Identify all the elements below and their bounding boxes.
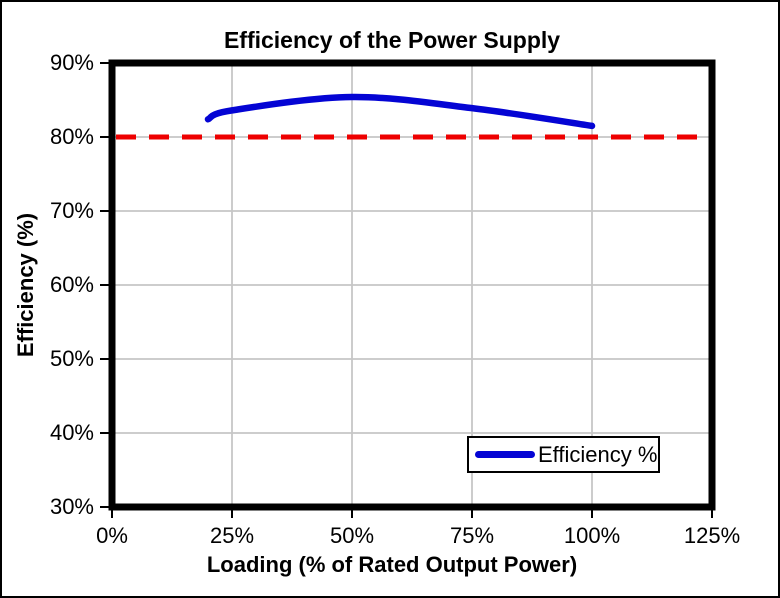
y-axis-tick-label: 70% xyxy=(49,198,94,223)
y-axis-tick-label: 60% xyxy=(49,272,94,297)
y-axis-tick-label: 90% xyxy=(49,50,94,75)
legend: Efficiency % xyxy=(467,436,660,473)
legend-line-swatch xyxy=(475,451,535,458)
efficiency-curve xyxy=(204,93,596,130)
x-axis-tick-label: 75% xyxy=(449,523,495,548)
y-axis-tick-label: 80% xyxy=(49,124,94,149)
legend-label: Efficiency % xyxy=(538,441,658,467)
y-axis-tick-label: 40% xyxy=(49,420,94,445)
y-axis-tick-label: 30% xyxy=(49,494,94,519)
x-axis-tick-label: 50% xyxy=(329,523,375,548)
x-axis-tick-label: 0% xyxy=(96,523,128,548)
chart-title: Efficiency of the Power Supply xyxy=(223,27,561,53)
x-axis-tick-label: 125% xyxy=(683,523,741,548)
x-axis-title: Loading (% of Rated Output Power) xyxy=(206,552,578,577)
y-axis-tick-label: 50% xyxy=(49,346,94,371)
x-axis-tick-label: 25% xyxy=(209,523,255,548)
x-axis-tick-label: 100% xyxy=(563,523,621,548)
